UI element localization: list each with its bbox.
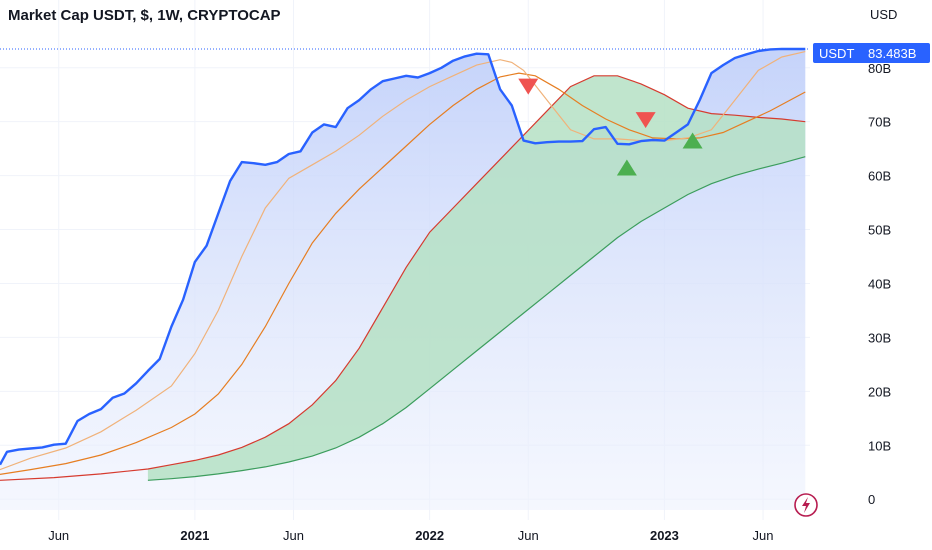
price-badge-bg xyxy=(813,43,930,63)
y-axis[interactable]: 0 10B 20B 30B 40B 50B 60B 70B 80B xyxy=(868,61,891,507)
series-lines xyxy=(0,47,806,481)
signal-up-2 xyxy=(616,159,637,176)
slow-ma-red-line xyxy=(0,75,806,481)
y-tick-label-8: 80B xyxy=(868,61,891,76)
chart-title: Market Cap USDT, $, 1W, CRYPTOCAP xyxy=(8,7,281,24)
x-tick-label-1: 2021 xyxy=(180,528,209,543)
usdt-price-line xyxy=(0,47,806,466)
y-tick-label-6: 60B xyxy=(868,169,891,184)
signal-markers xyxy=(518,78,703,176)
currency-label: USD xyxy=(870,7,897,22)
signal-up-3 xyxy=(682,132,703,149)
x-tick-label-2: Jun xyxy=(283,528,304,543)
slow-ma-green-line xyxy=(147,156,806,481)
y-tick-label-4: 40B xyxy=(868,276,891,291)
y-tick-label-3: 30B xyxy=(868,330,891,345)
trend-band-fill xyxy=(147,75,806,481)
x-tick-label-6: Jun xyxy=(753,528,774,543)
y-tick-label-5: 50B xyxy=(868,223,891,238)
x-tick-label-4: Jun xyxy=(518,528,539,543)
y-tick-label-0: 0 xyxy=(868,492,875,507)
price-badge-value: 83.483B xyxy=(868,46,916,61)
x-tick-label-0: Jun xyxy=(48,528,69,543)
signal-down-1 xyxy=(635,112,656,129)
y-tick-label-7: 70B xyxy=(868,115,891,130)
fast-ma-line xyxy=(0,51,806,471)
tradingview-logo-icon[interactable] xyxy=(794,493,818,517)
price-badge[interactable]: USDT 83.483B xyxy=(813,43,930,63)
x-tick-label-5: 2023 xyxy=(650,528,679,543)
price-badge-symbol: USDT xyxy=(819,46,854,61)
y-tick-label-2: 20B xyxy=(868,384,891,399)
y-tick-label-1: 10B xyxy=(868,438,891,453)
signal-down-0 xyxy=(518,78,539,95)
x-tick-label-3: 2022 xyxy=(415,528,444,543)
area-fills xyxy=(0,48,806,511)
x-axis[interactable]: Jun 2021 Jun 2022 Jun 2023 Jun xyxy=(48,528,773,543)
